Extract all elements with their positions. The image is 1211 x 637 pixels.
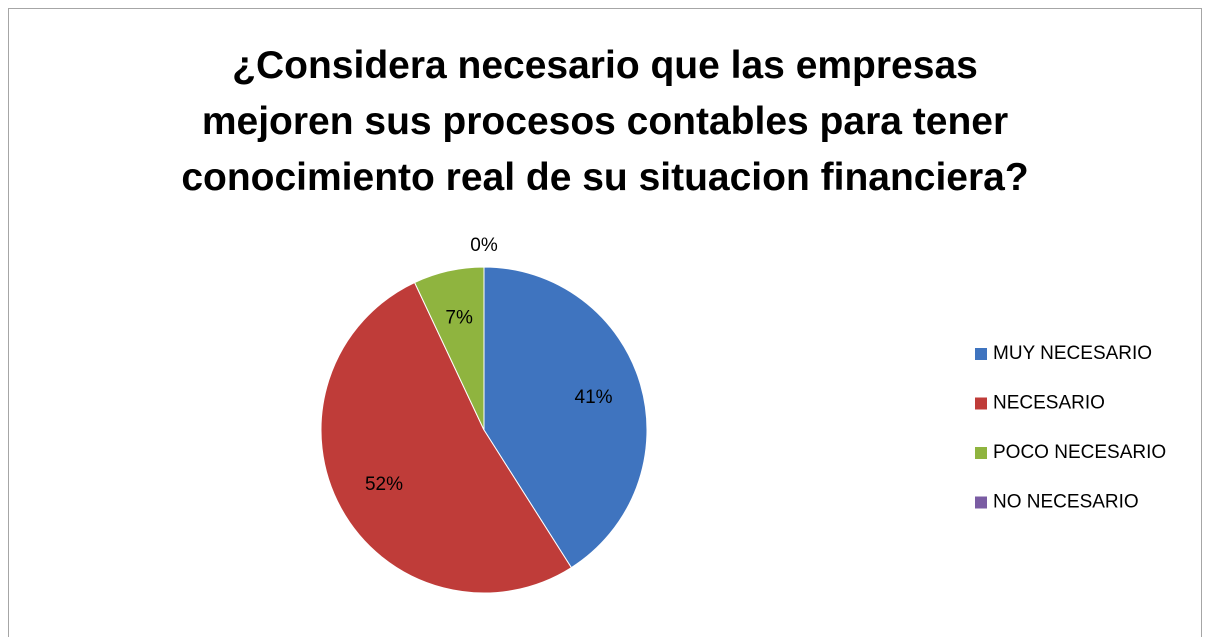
data-label: 0% <box>470 235 498 256</box>
legend-swatch <box>975 496 987 509</box>
legend-swatch <box>975 447 987 459</box>
legend-label: NECESARIO <box>993 393 1105 414</box>
pie-slice <box>483 266 648 569</box>
chart-title: ¿Considera necesario que las empresas me… <box>181 44 1029 199</box>
legend-label: NO NECESARIO <box>993 492 1139 513</box>
data-label: 7% <box>445 308 473 329</box>
legend-swatch <box>975 348 987 360</box>
legend-label: POCO NECESARIO <box>993 442 1166 463</box>
data-label: 52% <box>365 474 403 495</box>
legend-swatch <box>975 397 987 410</box>
legend-label: MUY NECESARIO <box>993 343 1152 364</box>
data-label: 41% <box>575 387 613 408</box>
pie-slice <box>320 281 573 594</box>
pie-slice <box>413 266 485 431</box>
chart-frame <box>8 8 1202 637</box>
